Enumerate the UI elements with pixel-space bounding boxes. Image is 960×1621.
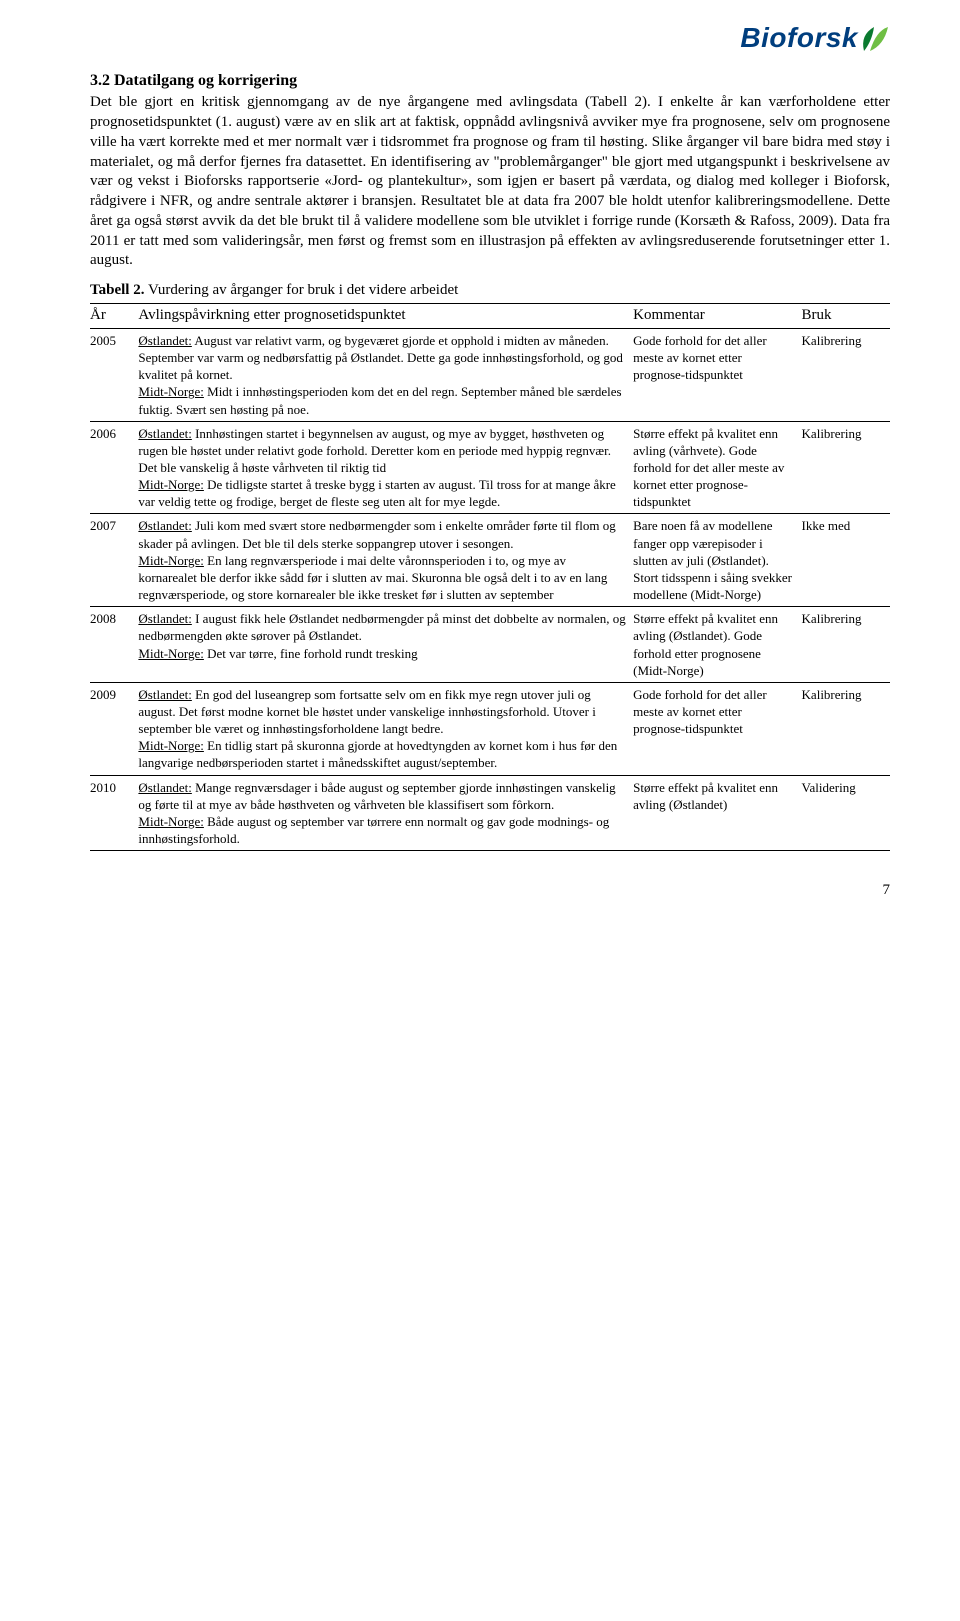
table-row: 2007Østlandet: Juli kom med svært store … [90, 514, 890, 607]
section-heading: 3.2 Datatilgang og korrigering [90, 70, 890, 91]
table-caption-text: Vurdering av årganger for bruk i det vid… [144, 282, 458, 298]
table-caption-label: Tabell 2. [90, 282, 144, 298]
cell-description: Østlandet: August var relativt varm, og … [138, 328, 633, 421]
cell-year: 2010 [90, 775, 138, 851]
table-caption: Tabell 2. Vurdering av årganger for bruk… [90, 281, 890, 301]
cell-comment: Større effekt på kvalitet enn avling (vå… [633, 421, 801, 514]
cell-year: 2009 [90, 682, 138, 775]
table-header-row: År Avlingspåvirkning etter prognosetidsp… [90, 304, 890, 329]
cell-comment: Bare noen få av modellene fanger opp vær… [633, 514, 801, 607]
logo-text: Bioforsk [740, 20, 858, 57]
cell-description: Østlandet: I august fikk hele Østlandet … [138, 607, 633, 683]
cell-description: Østlandet: Innhøstingen startet i begynn… [138, 421, 633, 514]
cell-description: Østlandet: Mange regnværsdager i både au… [138, 775, 633, 851]
table-row: 2008Østlandet: I august fikk hele Østlan… [90, 607, 890, 683]
cell-year: 2006 [90, 421, 138, 514]
table-row: 2009Østlandet: En god del luseangrep som… [90, 682, 890, 775]
col-use: Bruk [802, 304, 890, 329]
cell-description: Østlandet: Juli kom med svært store nedb… [138, 514, 633, 607]
cell-year: 2005 [90, 328, 138, 421]
cell-use: Kalibrering [802, 607, 890, 683]
cell-use: Kalibrering [802, 421, 890, 514]
cell-use: Validering [802, 775, 890, 851]
cell-use: Ikke med [802, 514, 890, 607]
cell-year: 2008 [90, 607, 138, 683]
cell-year: 2007 [90, 514, 138, 607]
cell-use: Kalibrering [802, 682, 890, 775]
table-row: 2010Østlandet: Mange regnværsdager i båd… [90, 775, 890, 851]
cell-comment: Større effekt på kvalitet enn avling (Øs… [633, 607, 801, 683]
table-row: 2006Østlandet: Innhøstingen startet i be… [90, 421, 890, 514]
cell-use: Kalibrering [802, 328, 890, 421]
page-number: 7 [90, 881, 890, 901]
body-paragraph: Det ble gjort en kritisk gjennomgang av … [90, 93, 890, 271]
logo: Bioforsk [740, 20, 890, 57]
assessment-table: År Avlingspåvirkning etter prognosetidsp… [90, 303, 890, 851]
col-comment: Kommentar [633, 304, 801, 329]
cell-comment: Større effekt på kvalitet enn avling (Øs… [633, 775, 801, 851]
cell-description: Østlandet: En god del luseangrep som for… [138, 682, 633, 775]
col-desc: Avlingspåvirkning etter prognosetidspunk… [138, 304, 633, 329]
table-row: 2005Østlandet: August var relativt varm,… [90, 328, 890, 421]
leaf-icon [856, 21, 890, 55]
cell-comment: Gode forhold for det aller meste av korn… [633, 682, 801, 775]
cell-comment: Gode forhold for det aller meste av korn… [633, 328, 801, 421]
col-year: År [90, 304, 138, 329]
